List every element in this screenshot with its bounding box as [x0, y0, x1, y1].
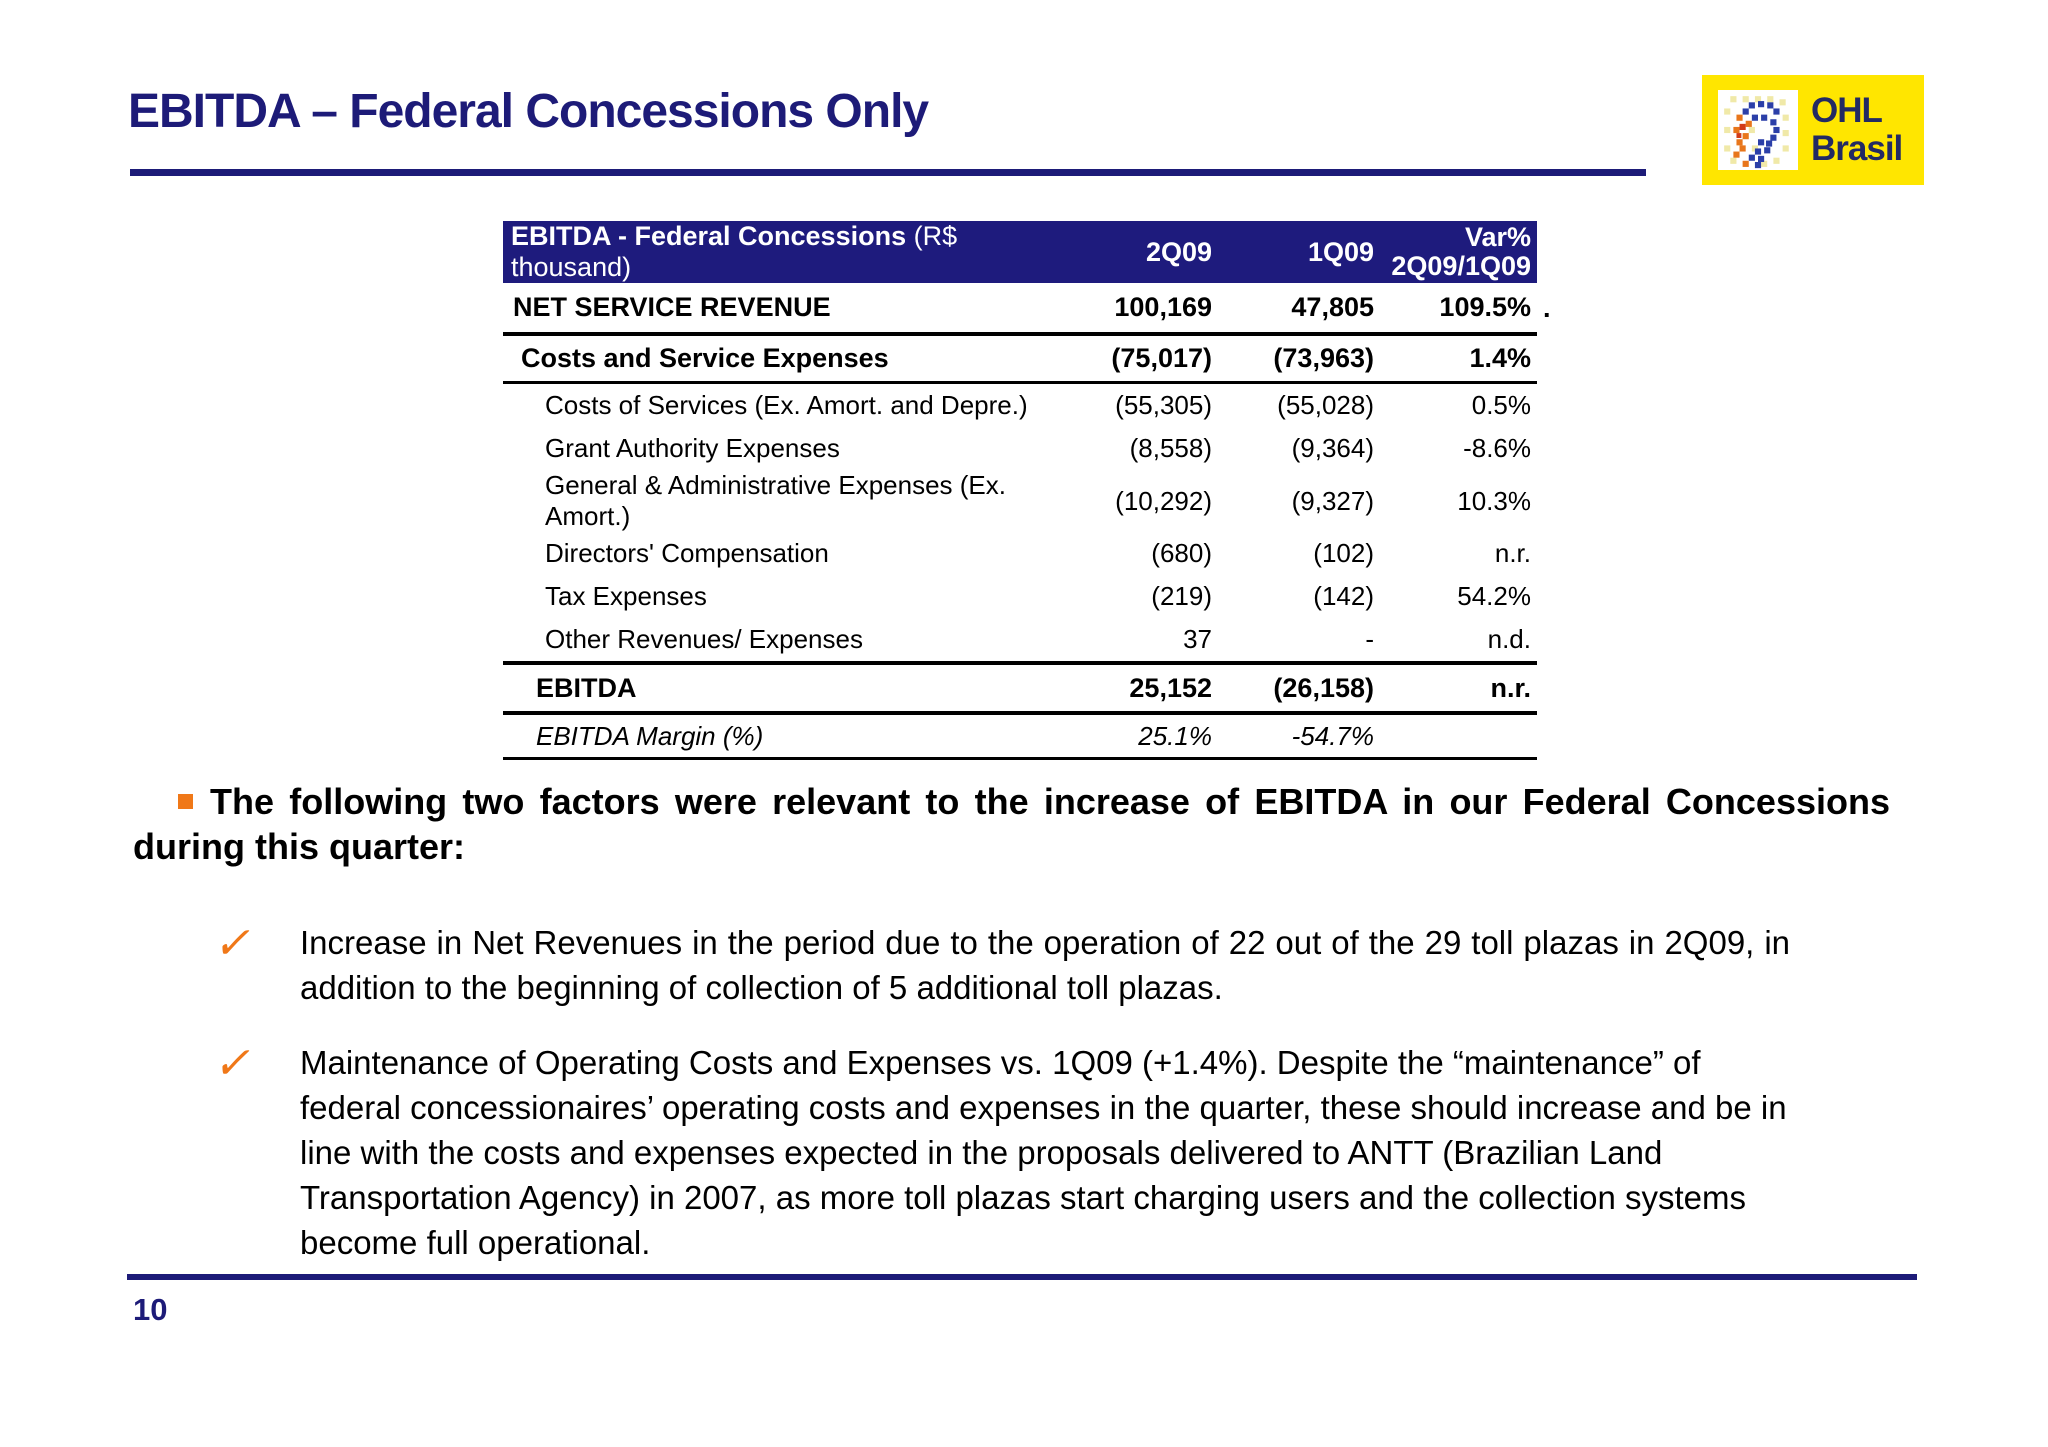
- row-label: Tax Expenses: [545, 581, 707, 611]
- stray-period-mark: .: [1543, 293, 1551, 323]
- table-header-label-bold: EBITDA - Federal Concessions: [511, 221, 907, 251]
- row-value-2q09: 25.1%: [1053, 713, 1218, 760]
- row-label: EBITDA Margin (%): [503, 713, 1053, 760]
- row-value-2q09: (219): [1151, 581, 1212, 611]
- row-value-2q09: 100,169: [1053, 283, 1218, 336]
- row-value-var: n.d.: [1487, 624, 1531, 654]
- row-value-var: [1380, 713, 1537, 760]
- table-header-1q09: 1Q09: [1218, 221, 1380, 283]
- bullet-square-icon: [178, 794, 193, 809]
- row-value-2q09: (75,017): [1053, 334, 1218, 384]
- table-header-label: EBITDA - Federal Concessions (R$ thousan…: [503, 221, 1053, 283]
- table-header-label-regular: (R$ thousand): [511, 221, 958, 282]
- row-value-1q09: (142): [1313, 581, 1374, 611]
- table-header-var: Var% 2Q09/1Q09: [1380, 221, 1537, 283]
- footer-rule: [127, 1274, 1917, 1280]
- table-row: NET SERVICE REVENUE 100,169 47,805 109.5%: [503, 283, 1537, 336]
- table-row: General & Administrative Expenses (Ex. A…: [503, 470, 1537, 532]
- title-underline: [130, 169, 1646, 176]
- row-value-2q09: (10,292): [1115, 485, 1212, 516]
- row-value-1q09: -54.7%: [1218, 713, 1380, 760]
- row-label: EBITDA: [503, 661, 1053, 715]
- page-number: 10: [133, 1292, 168, 1327]
- row-value-2q09: (680): [1151, 538, 1212, 568]
- page-title: EBITDA – Federal Concessions Only: [128, 85, 929, 138]
- table-row: Costs and Service Expenses (75,017) (73,96…: [503, 334, 1537, 384]
- row-value-var: 10.3%: [1457, 485, 1531, 516]
- main-bullet-text: The following two factors were relevant …: [133, 781, 1890, 867]
- check-item-1: ✓ Increase in Net Revenues in the period…: [213, 920, 1790, 1010]
- row-value-1q09: (9,327): [1291, 485, 1374, 516]
- check-icon: ✓: [213, 1039, 250, 1088]
- row-value-2q09: (8,558): [1129, 433, 1212, 463]
- row-value-2q09: 25,152: [1053, 661, 1218, 715]
- row-value-2q09: (55,305): [1115, 390, 1212, 420]
- logo-line-2: Brasil: [1811, 129, 1903, 168]
- check-text-2: Maintenance of Operating Costs and Expen…: [300, 1044, 1787, 1261]
- row-value-1q09: (102): [1313, 538, 1374, 568]
- table-header-var-line2: 2Q09/1Q09: [1391, 251, 1531, 281]
- row-value-var: n.r.: [1380, 661, 1537, 715]
- table-row: Costs of Services (Ex. Amort. and Depre.…: [503, 383, 1537, 428]
- table-header-row: EBITDA - Federal Concessions (R$ thousan…: [503, 221, 1537, 283]
- row-value-2q09: 37: [1183, 624, 1212, 654]
- row-label: Costs of Services (Ex. Amort. and Depre.…: [545, 390, 1028, 420]
- row-label: Other Revenues/ Expenses: [545, 624, 863, 654]
- row-value-1q09: (55,028): [1277, 390, 1374, 420]
- row-value-var: 0.5%: [1471, 390, 1531, 420]
- row-label: NET SERVICE REVENUE: [503, 283, 1053, 336]
- table-row: EBITDA Margin (%) 25.1% -54.7%: [503, 713, 1537, 760]
- table-header-2q09: 2Q09: [1053, 221, 1218, 283]
- row-value-1q09: 47,805: [1218, 283, 1380, 336]
- row-value-1q09: -: [1365, 624, 1374, 654]
- row-value-1q09: (26,158): [1218, 661, 1380, 715]
- ohl-brasil-logo: OHL Brasil: [1702, 75, 1924, 185]
- table-row: Other Revenues/ Expenses 37 - n.d.: [503, 618, 1537, 663]
- row-value-var: 54.2%: [1457, 581, 1531, 611]
- check-text-1: Increase in Net Revenues in the period d…: [300, 924, 1790, 1006]
- ebitda-table: EBITDA - Federal Concessions (R$ thousan…: [503, 221, 1537, 760]
- row-value-var: 1.4%: [1380, 334, 1537, 384]
- check-icon: ✓: [213, 919, 250, 968]
- check-item-2: ✓ Maintenance of Operating Costs and Exp…: [213, 1040, 1790, 1265]
- logo-line-1: OHL: [1811, 91, 1883, 130]
- row-label: Costs and Service Expenses: [503, 334, 1053, 384]
- table-row: Tax Expenses (219) (142) 54.2%: [503, 575, 1537, 618]
- main-bullet-paragraph: The following two factors were relevant …: [133, 779, 1890, 869]
- row-value-var: 109.5%: [1380, 283, 1537, 336]
- table-row: EBITDA 25,152 (26,158) n.r.: [503, 661, 1537, 715]
- table-header-var-line1: Var%: [1464, 222, 1531, 252]
- row-label: Directors' Compensation: [545, 538, 829, 568]
- row-label: Grant Authority Expenses: [545, 433, 840, 463]
- row-value-var: n.r.: [1494, 538, 1531, 568]
- mosaic-face-icon: [1718, 90, 1798, 170]
- row-value-1q09: (9,364): [1291, 433, 1374, 463]
- table-row: Grant Authority Expenses (8,558) (9,364) -8…: [503, 427, 1537, 470]
- row-value-1q09: (73,963): [1218, 334, 1380, 384]
- table-row: Directors' Compensation (680) (102) n.r.: [503, 532, 1537, 575]
- row-label: General & Administrative Expenses (Ex. A…: [545, 470, 1006, 531]
- row-value-var: -8.6%: [1463, 433, 1531, 463]
- logo-wordmark: OHL Brasil: [1811, 91, 1903, 168]
